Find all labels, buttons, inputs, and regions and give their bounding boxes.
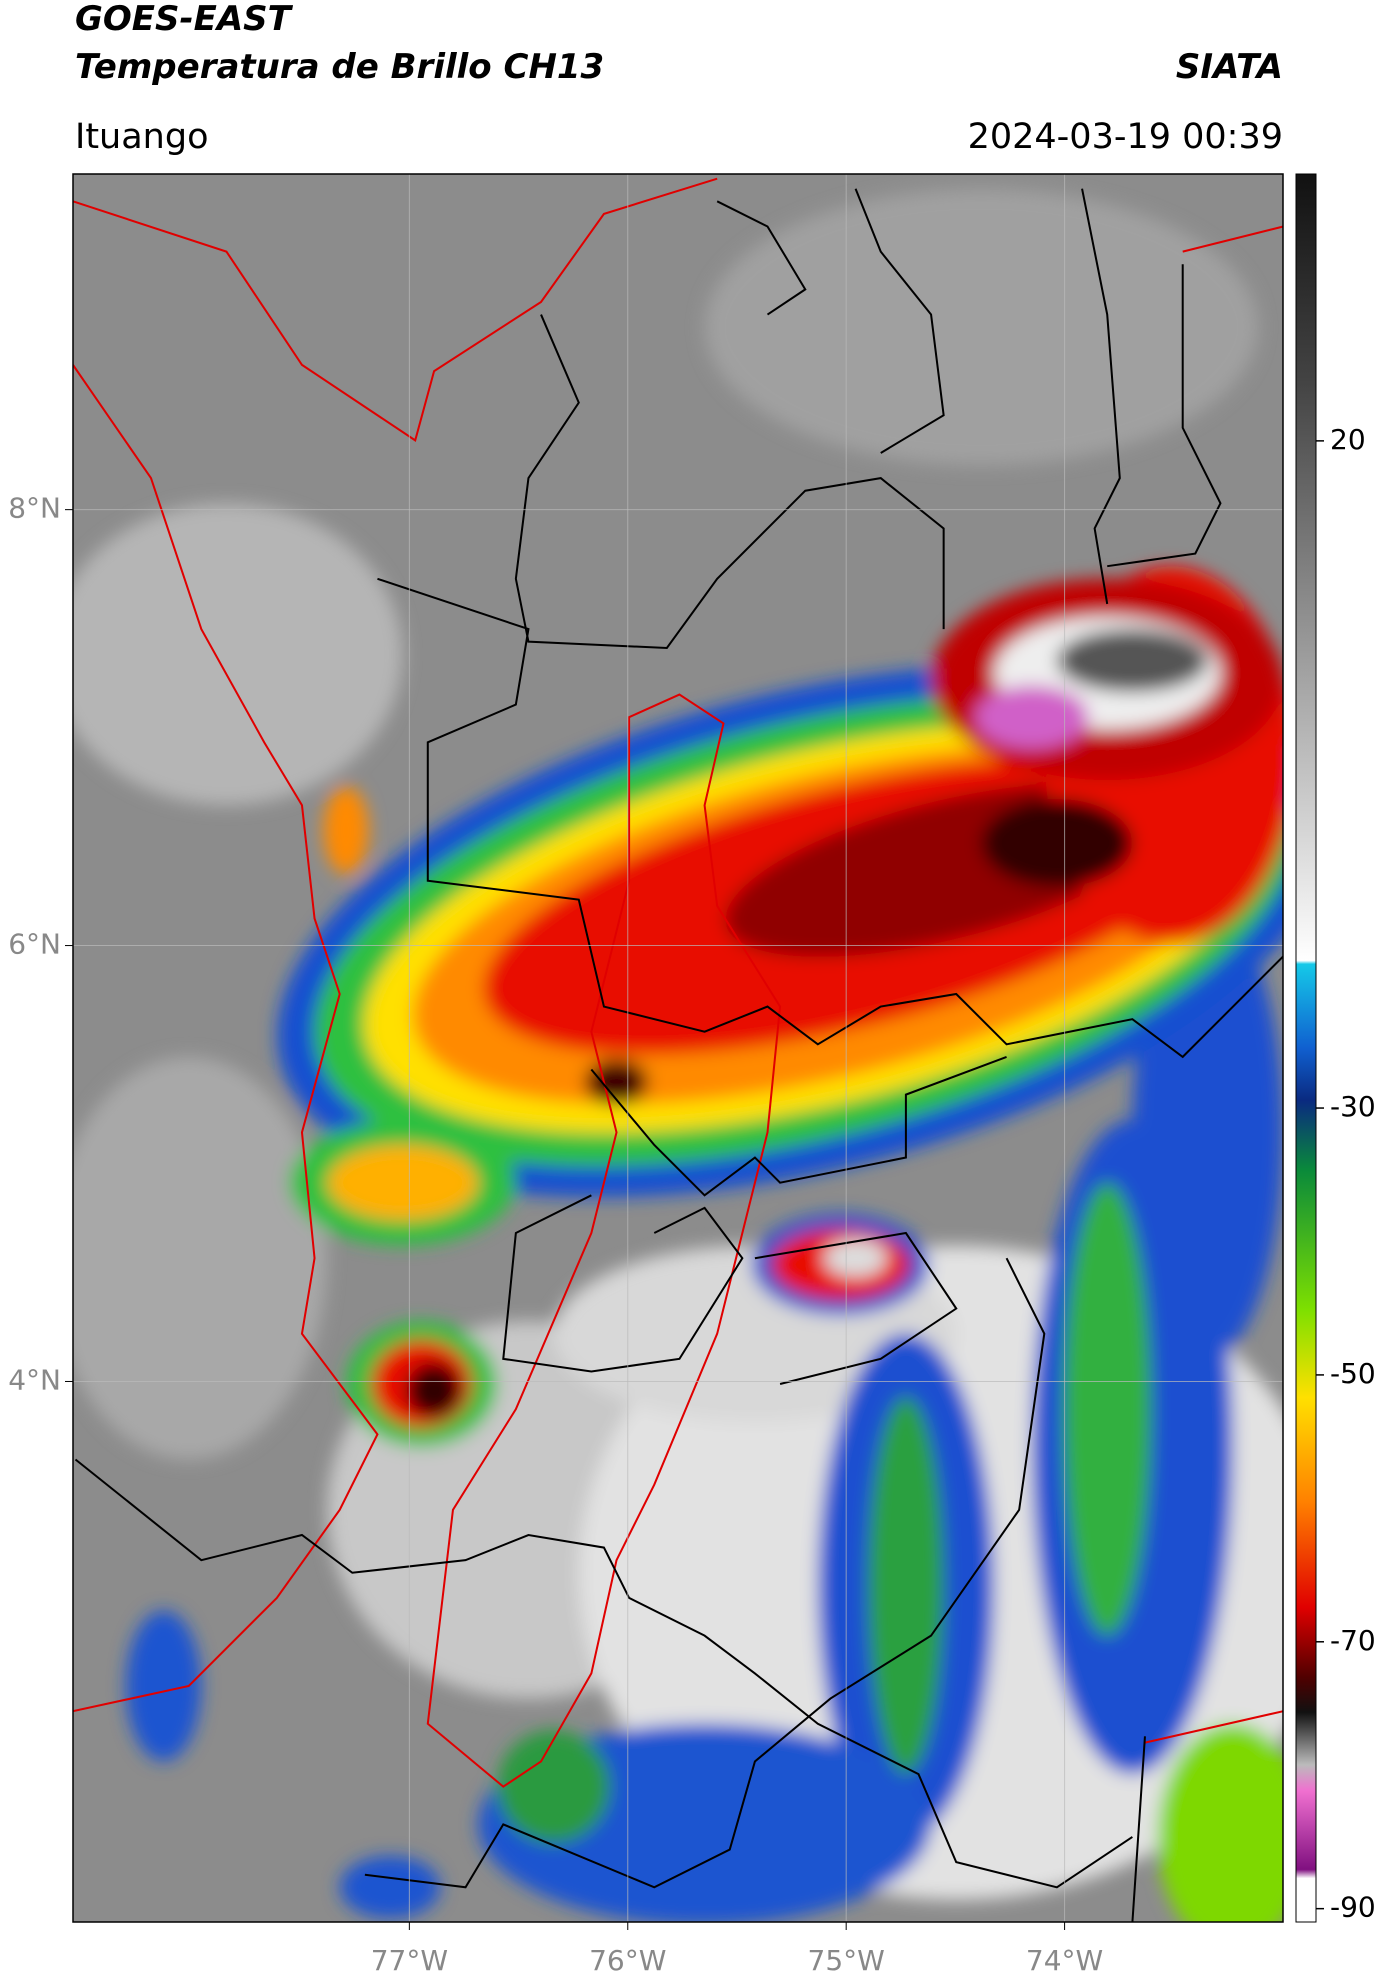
colorbar-tick-label: -70 bbox=[1330, 1624, 1376, 1657]
x-tick-label: 76°W bbox=[589, 1944, 666, 1977]
subtitle: Temperatura de Brillo CH13 bbox=[75, 47, 604, 87]
y-tick-label: 8°N bbox=[8, 492, 61, 525]
y-tick-label: 4°N bbox=[8, 1363, 61, 1396]
title: GOES-EAST bbox=[75, 0, 294, 39]
satellite-image bbox=[73, 174, 1283, 1922]
grid bbox=[73, 174, 1283, 1922]
y-tick-label: 6°N bbox=[8, 928, 61, 961]
brand: SIATA bbox=[1176, 47, 1283, 87]
x-tick-label: 74°W bbox=[1026, 1944, 1103, 1977]
location: Ituango bbox=[75, 117, 209, 157]
colorbar-tick-label: 20 bbox=[1330, 423, 1366, 456]
colorbar-tick-label: -50 bbox=[1330, 1357, 1376, 1390]
colorbar-tick-label: -30 bbox=[1330, 1090, 1376, 1123]
map-frame bbox=[72, 173, 1284, 1923]
colorbar bbox=[1295, 173, 1317, 1923]
x-tick-label: 77°W bbox=[371, 1944, 448, 1977]
datetime: 2024-03-19 00:39 bbox=[968, 117, 1283, 157]
x-tick-label: 75°W bbox=[808, 1944, 885, 1977]
colorbar-tick-label: -90 bbox=[1330, 1891, 1376, 1924]
